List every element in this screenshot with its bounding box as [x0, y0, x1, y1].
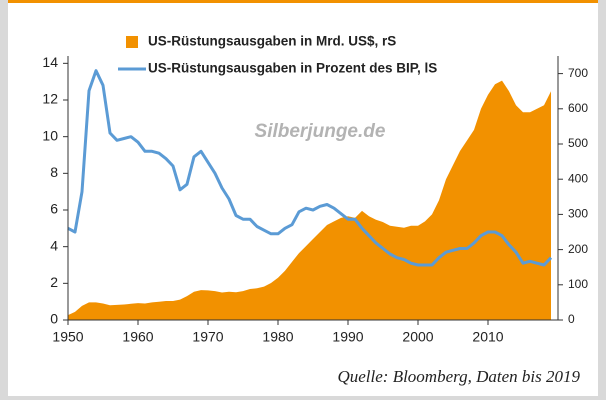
area: [68, 80, 551, 320]
y-tick-label: 8: [50, 164, 58, 180]
line: [67, 69, 553, 267]
top-strip: [8, 0, 598, 3]
legend-swatch: [126, 36, 138, 48]
y2-tick-label: 600: [568, 101, 588, 115]
legend-label: US-Rüstungsausgaben in Prozent des BIP, …: [148, 61, 437, 76]
y-tick-label: 0: [50, 311, 58, 327]
x-tick-label: 1970: [192, 329, 223, 345]
y2-tick-label: 700: [568, 66, 588, 80]
legend-label: US-Rüstungsausgaben in Mrd. US$, rS: [148, 34, 396, 49]
y2-tick-label: 400: [568, 171, 588, 185]
y2-tick-label: 500: [568, 136, 588, 150]
y2-tick-label: 300: [568, 207, 588, 221]
x-tick-label: 1960: [122, 329, 153, 345]
y-tick-label: 2: [50, 274, 58, 290]
source: Quelle: Bloomberg, Daten bis 2019: [337, 367, 580, 386]
y-tick-label: 10: [42, 127, 58, 143]
watermark: Silberjunge.de: [255, 121, 386, 142]
y-tick-label: 4: [50, 237, 58, 253]
x-tick-label: 1980: [262, 329, 293, 345]
y-tick-label: 12: [42, 91, 58, 107]
y-tick-label: 14: [42, 54, 58, 70]
y2-tick-label: 100: [568, 277, 588, 291]
y2-tick-label: 0: [568, 312, 575, 326]
x-tick-label: 1950: [52, 329, 83, 345]
y-tick-label: 6: [50, 201, 58, 217]
x-tick-label: 1990: [332, 329, 363, 345]
x-tick-label: 2010: [472, 329, 503, 345]
x-tick-label: 2000: [402, 329, 433, 345]
y2-tick-label: 200: [568, 242, 588, 256]
